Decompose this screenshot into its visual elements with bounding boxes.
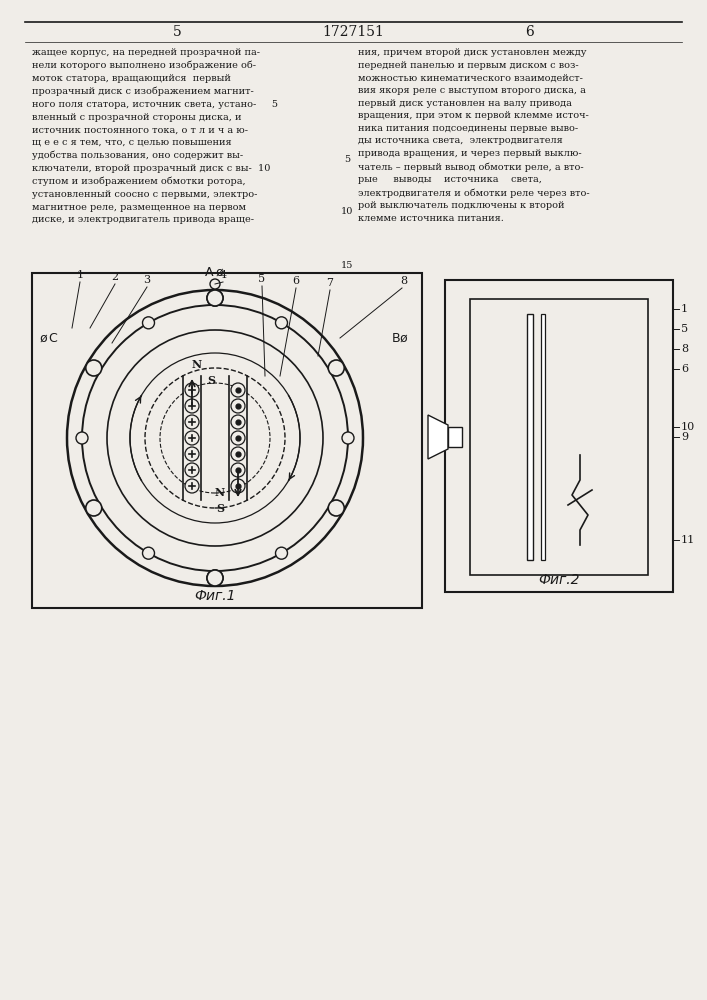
Text: ø: ø [216,265,223,278]
Text: S: S [207,374,215,385]
Circle shape [76,432,88,444]
Text: 5: 5 [344,154,350,163]
Circle shape [276,317,288,329]
Circle shape [160,383,270,493]
Circle shape [185,415,199,429]
Circle shape [328,500,344,516]
Text: жащее корпус, на передней прозрачной па-
нели которого выполнено изображение об-: жащее корпус, на передней прозрачной па-… [32,48,278,224]
Circle shape [185,479,199,493]
Bar [527,314,533,560]
Text: N: N [192,359,202,369]
Circle shape [145,368,285,508]
Circle shape [185,431,199,445]
Circle shape [207,290,223,306]
Circle shape [231,447,245,461]
Text: 10: 10 [341,208,354,217]
Circle shape [231,431,245,445]
Circle shape [207,290,223,306]
Text: 3: 3 [144,275,151,285]
Text: B: B [392,332,401,344]
Circle shape [231,463,245,477]
Circle shape [276,547,288,559]
Text: 8: 8 [681,344,688,354]
Text: 11: 11 [681,535,695,545]
Circle shape [82,305,348,571]
Bar [448,427,462,447]
Text: C: C [48,332,57,344]
Circle shape [231,399,245,413]
Text: 10: 10 [681,422,695,432]
Text: Фиг.2: Фиг.2 [538,573,580,587]
Circle shape [130,353,300,523]
Circle shape [185,383,199,397]
Text: ø: ø [400,332,408,344]
Bar [541,314,545,560]
Text: 6: 6 [681,364,688,374]
Polygon shape [428,415,448,459]
Circle shape [107,330,323,546]
Bar [445,280,673,592]
Circle shape [86,500,102,516]
Circle shape [207,570,223,586]
Text: 1727151: 1727151 [322,25,384,39]
Circle shape [67,290,363,586]
Text: 5: 5 [259,274,266,284]
Text: 6: 6 [525,25,534,39]
Text: A: A [204,265,213,278]
Circle shape [86,360,102,376]
Text: ния, причем второй диск установлен между
передней панелью и первым диском с воз-: ния, причем второй диск установлен между… [358,48,590,223]
Circle shape [210,279,220,289]
Text: ø: ø [40,332,47,344]
Circle shape [185,447,199,461]
Circle shape [231,479,245,493]
Circle shape [185,399,199,413]
Circle shape [328,360,344,376]
Text: Фиг.1: Фиг.1 [194,589,235,603]
Text: 15: 15 [341,260,354,269]
Circle shape [231,383,245,397]
Text: 1: 1 [681,304,688,314]
Text: 8: 8 [400,276,407,286]
Circle shape [342,432,354,444]
Text: N: N [215,488,225,498]
Text: 9: 9 [681,432,688,442]
Circle shape [185,463,199,477]
Bar [32,273,422,608]
Circle shape [143,547,155,559]
Circle shape [231,415,245,429]
Text: 4: 4 [219,270,226,280]
Bar [470,299,648,575]
Text: 2: 2 [112,272,119,282]
Text: 5: 5 [681,324,688,334]
Text: 1: 1 [76,270,83,280]
Circle shape [207,570,223,586]
Text: S: S [216,502,224,514]
Text: 7: 7 [327,278,334,288]
Text: 6: 6 [293,276,300,286]
Circle shape [143,317,155,329]
Text: 5: 5 [173,25,182,39]
